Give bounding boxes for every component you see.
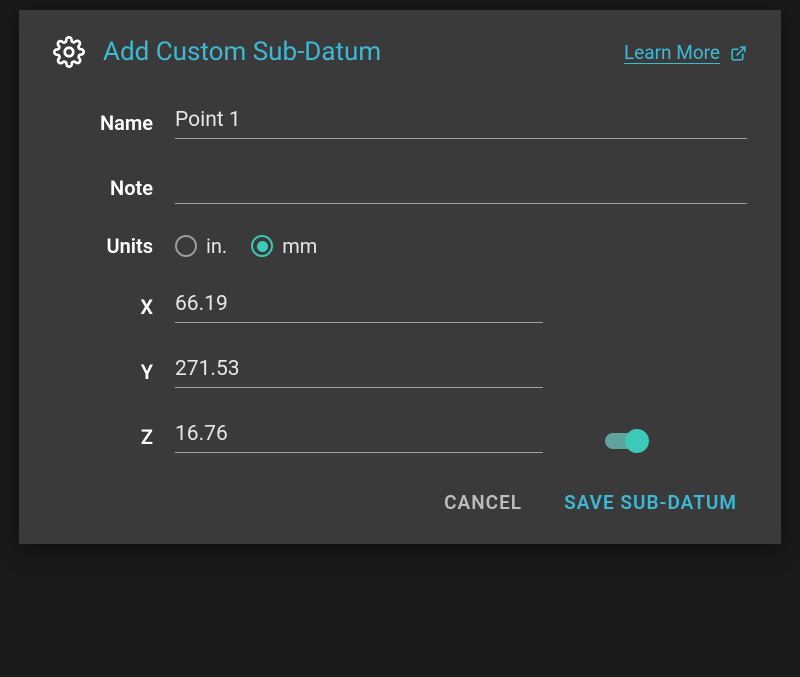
note-label: Note — [53, 176, 175, 204]
units-label: Units — [53, 234, 175, 258]
learn-more-label: Learn More — [624, 41, 720, 64]
units-radio-in[interactable]: in. — [175, 234, 227, 258]
z-row: Z — [53, 418, 747, 453]
y-input[interactable] — [175, 353, 543, 388]
name-row: Name — [53, 104, 747, 139]
y-label: Y — [53, 360, 175, 388]
y-row: Y — [53, 353, 747, 388]
note-row: Note — [53, 169, 747, 204]
dialog-header: Add Custom Sub-Datum Learn More — [53, 36, 747, 68]
z-input[interactable] — [175, 418, 543, 453]
z-label: Z — [53, 425, 175, 453]
gear-icon — [53, 36, 85, 68]
toggle-knob-icon — [625, 429, 649, 453]
units-radio-mm[interactable]: mm — [251, 234, 317, 258]
add-sub-datum-dialog: Add Custom Sub-Datum Learn More Name Not… — [19, 10, 781, 544]
units-in-label: in. — [206, 234, 227, 258]
units-mm-label: mm — [282, 234, 317, 258]
note-input[interactable] — [175, 169, 747, 204]
z-toggle-wrap — [605, 433, 645, 453]
cancel-button[interactable]: CANCEL — [444, 491, 522, 514]
units-radio-group: in. mm — [175, 234, 317, 258]
x-label: X — [53, 295, 175, 323]
x-input[interactable] — [175, 288, 543, 323]
save-sub-datum-button[interactable]: SAVE SUB-DATUM — [564, 491, 737, 514]
radio-circle-icon — [175, 235, 197, 257]
learn-more-link[interactable]: Learn More — [624, 41, 747, 64]
dialog-title: Add Custom Sub-Datum — [103, 37, 381, 67]
header-left: Add Custom Sub-Datum — [53, 36, 381, 68]
name-input[interactable] — [175, 104, 747, 139]
z-toggle[interactable] — [605, 433, 645, 449]
radio-circle-selected-icon — [251, 235, 273, 257]
name-label: Name — [53, 111, 175, 139]
radio-dot-icon — [257, 241, 268, 252]
dialog-actions: CANCEL SAVE SUB-DATUM — [53, 491, 747, 514]
units-row: Units in. mm — [53, 234, 747, 258]
x-row: X — [53, 288, 747, 323]
external-link-icon — [730, 44, 747, 61]
